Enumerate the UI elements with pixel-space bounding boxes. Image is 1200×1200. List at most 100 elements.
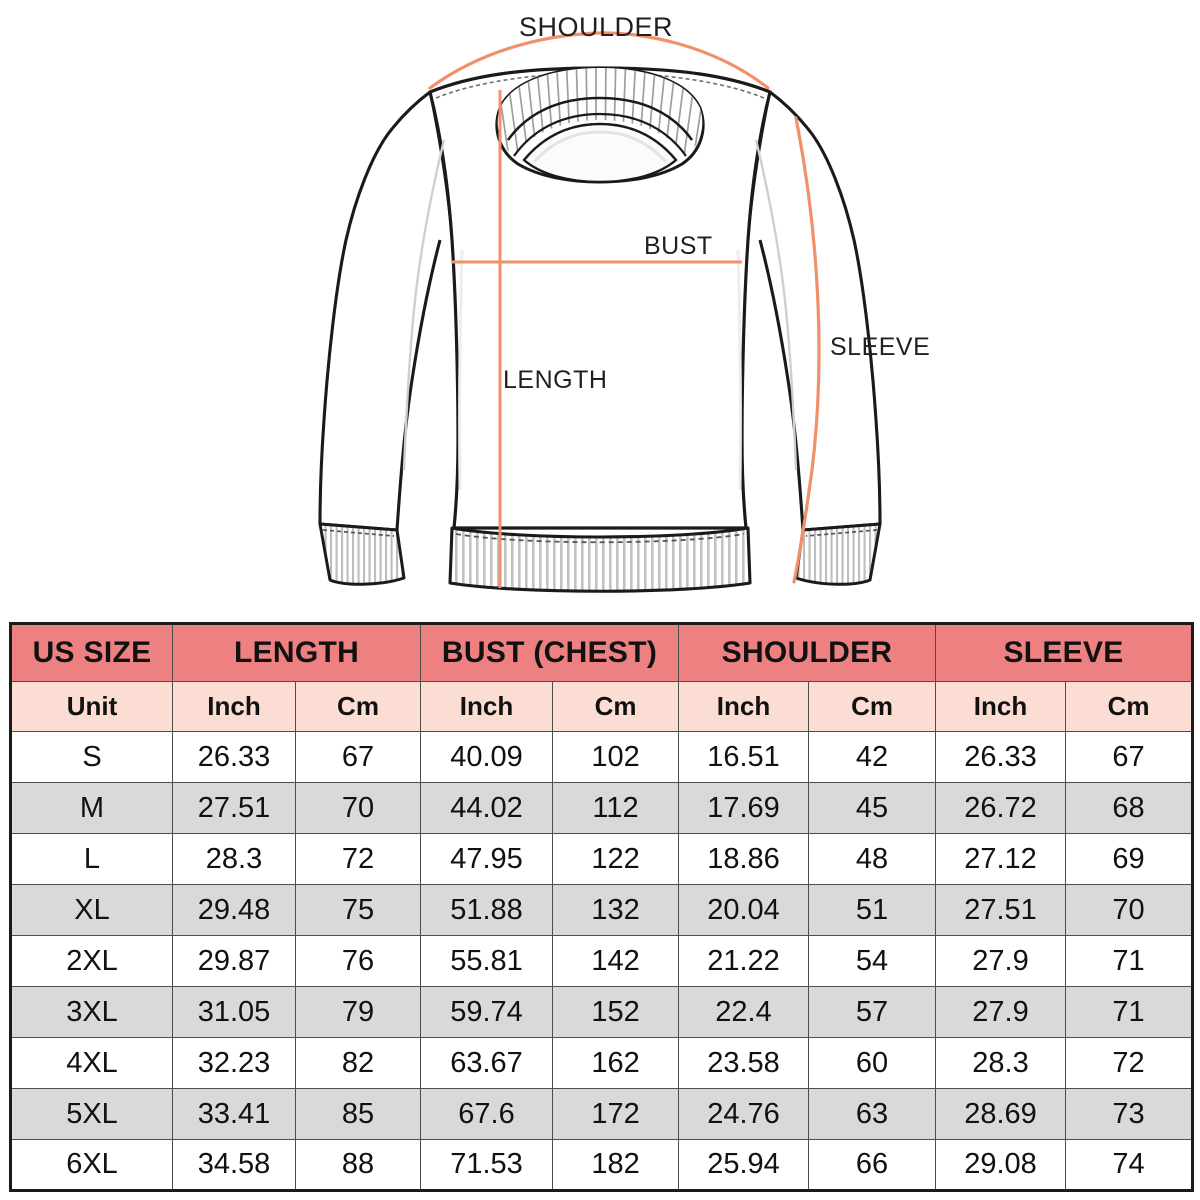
cell-measurement: 24.76 <box>678 1088 810 1140</box>
left-body-fold <box>458 249 464 491</box>
cell-measurement: 45 <box>808 782 937 834</box>
cell-measurement: 22.4 <box>678 986 810 1038</box>
left-sleeve-fold <box>402 139 446 471</box>
cell-measurement: 162 <box>552 1037 680 1089</box>
cell-measurement: 60 <box>808 1037 937 1089</box>
cell-measurement: 27.51 <box>172 782 296 834</box>
right-sleeve <box>758 90 882 532</box>
shoulder-label: SHOULDER <box>519 12 674 42</box>
cell-measurement: 29.87 <box>172 935 296 987</box>
table-row: 3XL 31.05 79 59.74 152 22.4 57 27.9 71 <box>10 986 1194 1038</box>
header-shoulder: SHOULDER <box>678 623 937 682</box>
cell-measurement: 63.67 <box>420 1037 554 1089</box>
left-cuff <box>318 522 406 586</box>
cell-measurement: 72 <box>1065 1037 1194 1089</box>
cell-measurement: 73 <box>1065 1088 1194 1140</box>
table-row: L 28.3 72 47.95 122 18.86 48 27.12 69 <box>10 833 1194 885</box>
cell-measurement: 75 <box>294 884 422 936</box>
unit-header-row: Unit Inch Cm Inch Cm Inch Cm Inch Cm <box>10 681 1194 732</box>
table-row: M 27.51 70 44.02 112 17.69 45 26.72 68 <box>10 782 1194 834</box>
cell-measurement: 18.86 <box>678 833 810 885</box>
cell-measurement: 59.74 <box>420 986 554 1038</box>
cell-measurement: 57 <box>808 986 937 1038</box>
cell-measurement: 28.3 <box>172 833 296 885</box>
right-armhole-seam <box>746 91 772 241</box>
header-bust: BUST (CHEST) <box>420 623 680 682</box>
cell-measurement: 182 <box>552 1139 680 1191</box>
cell-measurement: 27.9 <box>935 935 1067 987</box>
size-table-container: US SIZE LENGTH BUST (CHEST) SHOULDER SLE… <box>9 622 1195 1192</box>
shoulder-measure-arc <box>428 31 770 90</box>
cell-us-size: M <box>10 782 173 834</box>
cell-measurement: 51.88 <box>420 884 554 936</box>
right-cuff <box>794 522 882 586</box>
header-sleeve: SLEEVE <box>935 623 1194 682</box>
cell-us-size: S <box>10 731 173 783</box>
cell-us-size: 6XL <box>10 1139 173 1191</box>
cell-measurement: 76 <box>294 935 422 987</box>
cell-measurement: 29.08 <box>935 1139 1067 1191</box>
waistband <box>448 526 752 593</box>
cell-measurement: 26.72 <box>935 782 1067 834</box>
cell-measurement: 71 <box>1065 935 1194 987</box>
cell-measurement: 88 <box>294 1139 422 1191</box>
length-label: LENGTH <box>503 366 608 394</box>
left-cuff-stitch <box>322 529 395 537</box>
cell-measurement: 122 <box>552 833 680 885</box>
waistband-top-stitch <box>455 533 745 544</box>
header-length: LENGTH <box>171 623 422 682</box>
cell-measurement: 79 <box>294 986 422 1038</box>
unit-header-unit: Unit <box>10 681 173 732</box>
cell-measurement: 71.53 <box>420 1139 554 1191</box>
cell-measurement: 40.09 <box>420 731 554 783</box>
table-row: S 26.33 67 40.09 102 16.51 42 26.33 67 <box>10 731 1194 783</box>
unit-header-sleeve-cm: Cm <box>1065 681 1194 732</box>
cell-measurement: 26.33 <box>935 731 1067 783</box>
cell-measurement: 69 <box>1065 833 1194 885</box>
cell-measurement: 28.69 <box>935 1088 1067 1140</box>
unit-header-shoulder-inch: Inch <box>678 681 810 732</box>
cell-measurement: 29.48 <box>172 884 296 936</box>
cell-measurement: 70 <box>294 782 422 834</box>
cell-measurement: 63 <box>808 1088 937 1140</box>
cell-measurement: 47.95 <box>420 833 554 885</box>
cell-measurement: 67 <box>1065 731 1194 783</box>
cell-measurement: 31.05 <box>172 986 296 1038</box>
unit-header-length-inch: Inch <box>172 681 296 732</box>
cell-us-size: 4XL <box>10 1037 173 1089</box>
cell-measurement: 44.02 <box>420 782 554 834</box>
cell-measurement: 112 <box>552 782 680 834</box>
cell-measurement: 74 <box>1065 1139 1194 1191</box>
cell-measurement: 152 <box>552 986 680 1038</box>
cell-measurement: 25.94 <box>678 1139 810 1191</box>
cell-measurement: 51 <box>808 884 937 936</box>
left-sleeve <box>318 90 442 532</box>
collar-inner-ring-2 <box>513 112 687 157</box>
cell-measurement: 32.23 <box>172 1037 296 1089</box>
sleeve-measure-arc <box>792 116 821 584</box>
sleeve-label: SLEEVE <box>830 333 931 361</box>
cell-measurement: 26.33 <box>172 731 296 783</box>
cell-measurement: 33.41 <box>172 1088 296 1140</box>
bust-label: BUST <box>644 232 713 260</box>
cell-measurement: 68 <box>1065 782 1194 834</box>
table-row: 4XL 32.23 82 63.67 162 23.58 60 28.3 72 <box>10 1037 1194 1089</box>
neck-opening <box>522 122 678 184</box>
cell-measurement: 67 <box>294 731 422 783</box>
cell-measurement: 21.22 <box>678 935 810 987</box>
cell-us-size: 2XL <box>10 935 173 987</box>
cell-us-size: 5XL <box>10 1088 173 1140</box>
right-cuff-stitch <box>805 529 878 537</box>
cell-measurement: 27.9 <box>935 986 1067 1038</box>
cell-measurement: 27.51 <box>935 884 1067 936</box>
right-sleeve-fold <box>754 139 798 471</box>
cell-measurement: 70 <box>1065 884 1194 936</box>
cell-measurement: 28.3 <box>935 1037 1067 1089</box>
collar-inner-ring <box>506 96 694 141</box>
table-row: 2XL 29.87 76 55.81 142 21.22 54 27.9 71 <box>10 935 1194 987</box>
cell-measurement: 67.6 <box>420 1088 554 1140</box>
unit-header-length-cm: Cm <box>294 681 422 732</box>
cell-measurement: 23.58 <box>678 1037 810 1089</box>
cell-measurement: 34.58 <box>172 1139 296 1191</box>
